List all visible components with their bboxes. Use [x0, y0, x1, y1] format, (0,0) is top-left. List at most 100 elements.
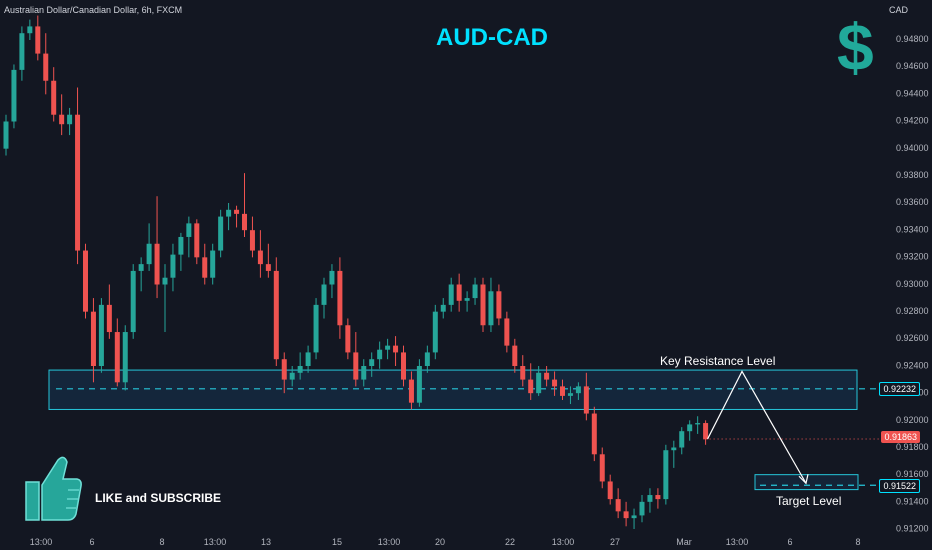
candle-body [202, 257, 208, 278]
candle [599, 447, 605, 489]
candle [623, 501, 629, 527]
candle [456, 273, 462, 312]
candle-body [385, 345, 391, 350]
candle [218, 209, 224, 258]
candle [615, 488, 621, 519]
candle-body [440, 304, 446, 312]
candle [321, 277, 327, 319]
price-axis[interactable]: 0.94800 0.94600 0.94400 0.94200 0.94000 0.938… [896, 34, 929, 534]
x-tick-label: 13:00 [204, 537, 227, 547]
candle [90, 298, 96, 383]
candle [75, 87, 81, 265]
candle-body [321, 284, 327, 305]
x-tick-label: 13:00 [726, 537, 749, 547]
candle-body [337, 270, 343, 326]
candle [575, 382, 581, 400]
y-tick-label: 0.94800 [896, 34, 929, 44]
candle-body [432, 311, 438, 353]
candle-body [226, 209, 232, 217]
x-tick-label: Mar [676, 537, 692, 547]
candle-body [448, 284, 454, 305]
candle [297, 352, 303, 380]
candle-body [257, 250, 263, 265]
candle-body [313, 304, 319, 353]
candle [281, 352, 287, 394]
candle-body [528, 379, 534, 394]
x-tick-label: 8 [159, 537, 164, 547]
candle-body [3, 121, 9, 149]
candle [607, 474, 613, 505]
candle-body [353, 352, 359, 380]
x-tick-label: 13:00 [30, 537, 53, 547]
candle-body [178, 236, 184, 255]
candle-body [393, 345, 399, 353]
candle-body [552, 379, 558, 387]
y-tick-label: 0.94400 [896, 88, 929, 98]
thumbs-up-icon [25, 456, 82, 521]
candle [385, 338, 391, 360]
candle [98, 298, 104, 373]
candle [313, 298, 319, 360]
y-tick-label: 0.93200 [896, 252, 929, 262]
candle-body [703, 423, 709, 440]
candle [560, 379, 565, 400]
candle [35, 15, 41, 61]
candle [647, 488, 653, 513]
candle [106, 284, 112, 339]
candle [202, 243, 208, 285]
candle [377, 341, 383, 369]
candle-body [345, 325, 351, 353]
candle-body [695, 423, 701, 425]
candle-body [162, 277, 168, 285]
candle [43, 33, 49, 95]
candle [249, 216, 255, 258]
time-axis[interactable]: 13:00 6 8 13:00 13 15 13:00 20 22 13:00 27 Mar 13:00… [30, 537, 861, 547]
candle-body [472, 284, 478, 299]
y-tick-label: 0.93000 [896, 279, 929, 289]
candle-body [687, 424, 693, 432]
candle-body [194, 223, 200, 258]
candle [242, 173, 247, 237]
candle-body [122, 332, 128, 383]
candle [520, 355, 526, 387]
candle-body [75, 114, 81, 251]
dollar-icon: $ [837, 10, 874, 84]
candle [432, 304, 438, 360]
candle-body [639, 501, 645, 516]
target-price-tag: 0.91522 [879, 479, 920, 493]
candle [353, 332, 359, 387]
x-tick-label: 22 [505, 537, 515, 547]
candle-body [480, 284, 486, 326]
candle [401, 345, 406, 387]
candle [257, 230, 263, 278]
candle-body [154, 243, 160, 285]
candle-body [265, 264, 271, 271]
y-tick-label: 0.91600 [896, 469, 929, 479]
candle [567, 386, 573, 405]
candle [329, 264, 335, 299]
x-tick-label: 27 [610, 537, 620, 547]
candle-body [560, 386, 565, 396]
candle-body [544, 372, 550, 380]
candle [496, 284, 502, 326]
candle [265, 243, 271, 278]
like-subscribe-text: LIKE and SUBSCRIBE [95, 491, 222, 505]
candle [583, 372, 589, 421]
candle [671, 440, 677, 468]
y-tick-label: 0.91800 [896, 442, 929, 452]
candle [234, 205, 240, 228]
candle [289, 366, 295, 387]
candle-body [655, 495, 661, 500]
projection-arrowhead [798, 474, 809, 485]
resistance-label: Key Resistance Level [660, 354, 776, 368]
candle [19, 26, 25, 81]
candle [194, 219, 200, 265]
candle-body [114, 332, 120, 383]
candle-body [130, 270, 136, 333]
candle [345, 318, 351, 360]
candle [544, 366, 550, 387]
candle-body [663, 450, 669, 500]
candle-body [289, 372, 295, 380]
